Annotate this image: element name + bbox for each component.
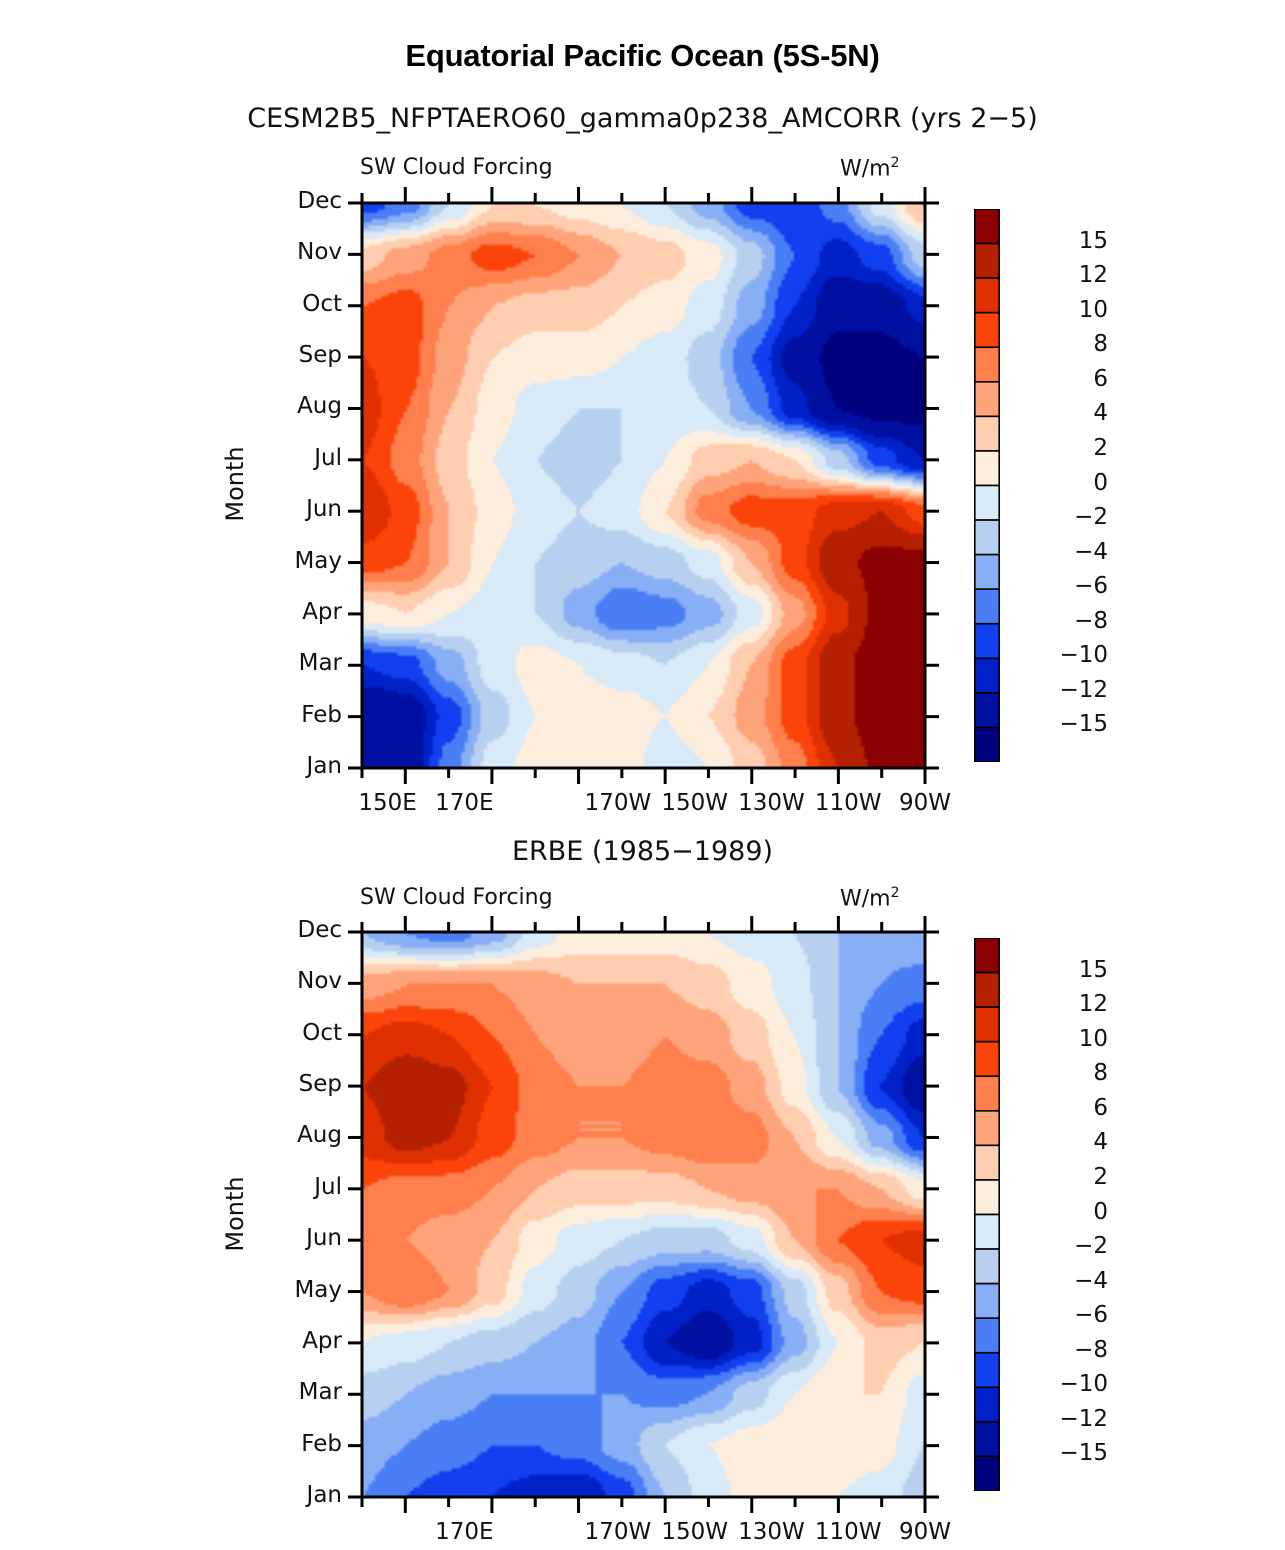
ytick-label: Jul [314,444,342,471]
xtick-label: 90W [898,790,951,816]
xtick-label: 130W [738,1519,805,1545]
xtick-label: 170E [435,790,494,816]
units-exponent: 2 [890,155,900,171]
page-title: Equatorial Pacific Ocean (5S-5N) [405,38,880,73]
panel-obs-title: ERBE (1985−1989) [511,836,774,867]
ytick-label: Jan [306,753,342,779]
units-text: W/m [840,156,891,182]
ytick-label: Feb [301,1430,342,1457]
colorbar-tick-label: 0 [1093,1198,1108,1225]
panel-obs-ylabel: Month [221,1176,249,1252]
ytick-label: Mar [298,1379,342,1406]
colorbar-tick-label: 2 [1093,434,1108,461]
colorbar-tick-label: −4 [1074,538,1108,565]
colorbar-tick-label: −12 [1059,676,1108,703]
ytick-label: May [294,1276,342,1303]
ytick-label: Jan [306,1482,342,1508]
colorbar-tick-label: 2 [1093,1163,1108,1190]
colorbar-tick-label: −8 [1074,1336,1108,1363]
xtick-label: 90W [898,1519,951,1545]
xtick-label: 170E [435,1519,494,1545]
colorbar-tick-label: 6 [1093,365,1108,392]
ytick-label: Sep [298,342,342,369]
ytick-label: Jul [314,1173,342,1200]
panel-model-colorbar [974,209,1000,762]
panel-model-title: CESM2B5_NFPTAERO60_gamma0p238_AMCORR (yr… [247,103,1038,134]
ytick-label: Nov [297,239,342,266]
colorbar-tick-label: 15 [1078,956,1108,983]
xtick-label: 130W [738,790,805,816]
colorbar-tick-label: −15 [1059,1440,1108,1467]
colorbar-tick-label: 4 [1093,400,1108,427]
panel-model: CESM2B5_NFPTAERO60_gamma0p238_AMCORR (yr… [221,103,1038,784]
panel-obs-subtitle-left: SW Cloud Forcing [360,885,553,910]
colorbar-tick-label: −10 [1059,642,1108,669]
colorbar-tick-label: −6 [1074,1302,1108,1329]
ytick-label: Jun [306,1225,342,1252]
ytick-label: Jun [306,496,342,523]
colorbar-tick-label: −2 [1074,1233,1108,1260]
ytick-label: Feb [301,701,342,728]
units-text: W/m [840,886,891,912]
colorbar-tick-label: 6 [1093,1094,1108,1121]
colorbar-tick-label: 15 [1078,227,1108,254]
xtick-label: 110W [814,1519,882,1545]
colorbar-swatches [974,209,1000,762]
colorbar-tick-label: 12 [1078,991,1108,1018]
colorbar-tick-label: 0 [1093,469,1108,496]
colorbar-swatches [974,938,1000,1491]
units-exponent: 2 [890,885,900,901]
colorbar-tick-label: 10 [1078,1025,1108,1052]
colorbar-tick-label: −10 [1059,1371,1108,1398]
colorbar-tick-label: 8 [1093,331,1108,358]
colorbar-tick-label: 10 [1078,296,1108,323]
colorbar-tick-label: −15 [1059,711,1108,738]
xtick-label: 170W [584,790,652,816]
colorbar-tick-label: −4 [1074,1267,1108,1294]
colorbar-tick-label: 4 [1093,1129,1108,1156]
colorbar-tick-label: −12 [1059,1405,1108,1432]
panel-model-subtitle-left: SW Cloud Forcing [360,155,553,180]
plot-frame [348,187,939,784]
contour-field [362,203,925,768]
xtick-label: 150W [661,1519,728,1545]
colorbar-tick-label: 8 [1093,1060,1108,1087]
contour-field [362,932,925,1497]
xtick-label: 170W [584,1519,652,1545]
xtick-label: 150W [661,790,728,816]
ytick-label: May [294,547,342,574]
ytick-label: Aug [297,393,342,420]
ytick-label: Apr [302,598,342,625]
panel-model-units: W/m2 [840,155,900,181]
colorbar-tick-label: −6 [1074,573,1108,600]
ytick-label: Apr [302,1327,342,1354]
plot-frame [348,916,939,1513]
xtick-label: 150E [358,790,417,816]
colorbar-tick-label: −2 [1074,504,1108,531]
panel-obs-colorbar [974,938,1000,1491]
colorbar-tick-label: 12 [1078,262,1108,289]
ytick-label: Sep [298,1071,342,1098]
colorbar-tick-label: −8 [1074,607,1108,634]
xtick-label: 110W [814,790,882,816]
ytick-label: Dec [297,188,342,214]
ytick-label: Nov [297,968,342,995]
ytick-label: Oct [302,290,342,317]
ytick-label: Oct [302,1019,342,1046]
panel-model-plot [348,187,939,784]
ytick-label: Aug [297,1122,342,1149]
panel-obs-units: W/m2 [840,885,900,911]
ytick-label: Mar [298,650,342,677]
panel-obs-plot [348,916,939,1513]
ytick-label: Dec [297,917,342,943]
